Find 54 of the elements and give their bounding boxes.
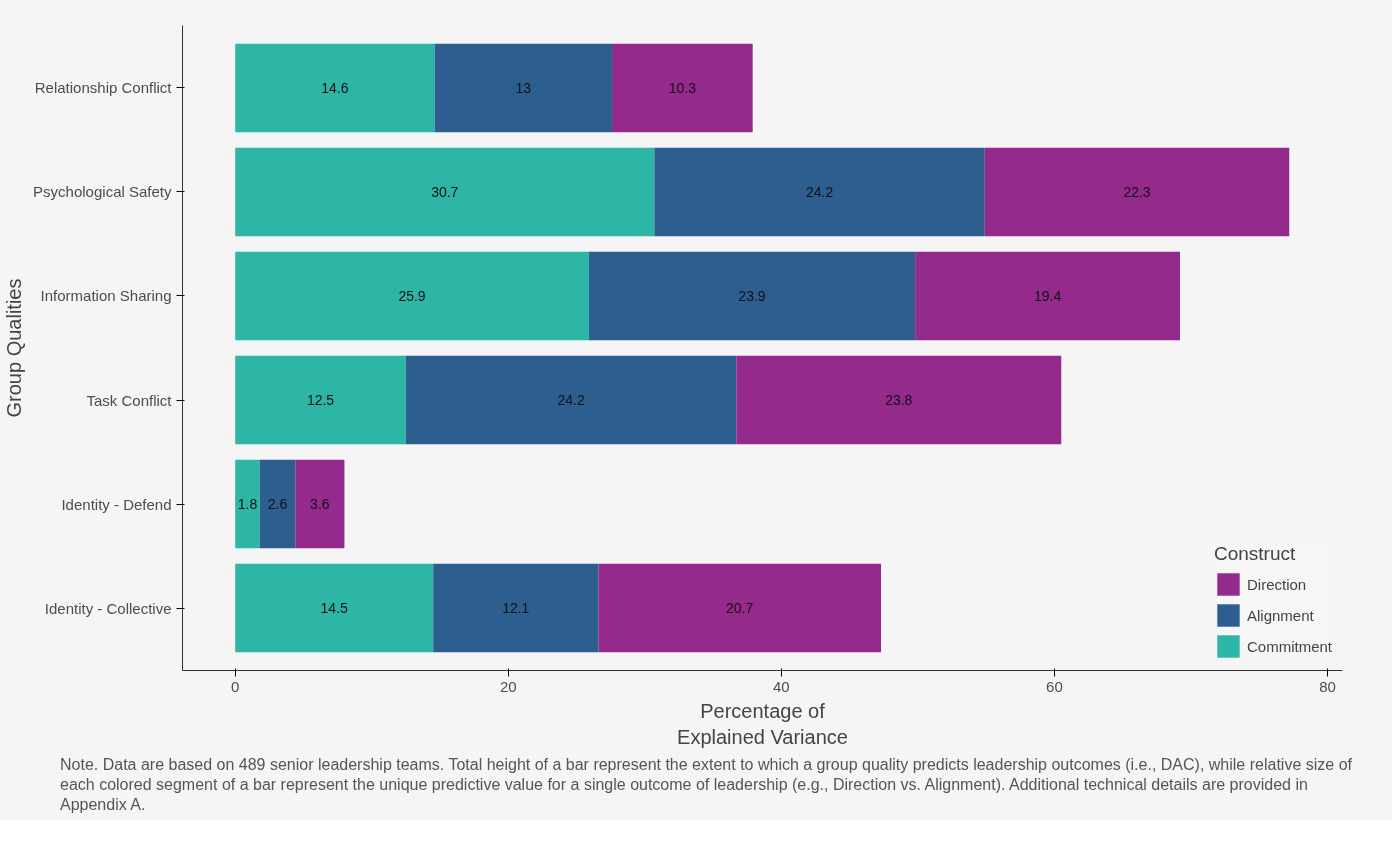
- bar: [434, 43, 613, 133]
- y-axis-title: Group Qualities: [3, 278, 26, 418]
- bar: [235, 459, 260, 549]
- data-label: 25.9: [398, 287, 426, 304]
- data-label: 24.2: [805, 183, 834, 200]
- data-label: 12.5: [306, 392, 335, 409]
- bar: [433, 563, 599, 653]
- y-tick-label: Relationship Conflict: [34, 79, 173, 97]
- y-tick-label: Identity - Defend: [61, 495, 172, 513]
- data-label: 14.6: [321, 79, 349, 96]
- data-label: 13: [515, 79, 532, 96]
- text: Note. Data are based on 489 senior leadership teams. Total height of a bar represent the extent to which a group quality predicts leadership outcomes (i.e., DAC), while relative size of each colored segment of a bar represent the unique predictive value for a single outcome of leadership (e.g., Direction vs. Alignment). Additional technical details are provided in Appendix A.: [60, 755, 1353, 815]
- bar: [235, 147, 655, 237]
- y-tick-label: Task Conflict: [86, 391, 173, 409]
- bar: [259, 459, 296, 549]
- data-label: 22.3: [1123, 183, 1151, 200]
- bar: [235, 563, 434, 653]
- x-tick-label: 60: [1046, 677, 1063, 695]
- x-tick-label: 80: [1319, 677, 1336, 695]
- data-label: 19.4: [1033, 287, 1062, 304]
- bar: [984, 147, 1290, 237]
- data-label: 10.3: [668, 79, 697, 96]
- bar: [612, 43, 753, 133]
- data-label: 12.1: [502, 600, 530, 617]
- x-tick-label: 20: [499, 677, 517, 695]
- y-tick-label: Information Sharing: [40, 287, 172, 305]
- bar: [654, 147, 985, 237]
- x-axis-title: Percentage of Explained Variance: [677, 699, 848, 748]
- legend-label: Direction: [1246, 575, 1307, 593]
- bar: [405, 355, 737, 445]
- legend-title: Construct: [1213, 543, 1297, 565]
- bar: [235, 355, 406, 445]
- x-tick-label: 0: [231, 677, 240, 695]
- bar: [588, 251, 916, 341]
- data-label: 24.2: [557, 392, 585, 409]
- bar: [915, 251, 1181, 341]
- data-label: 14.5: [320, 600, 349, 617]
- x-tick-label: 40: [773, 677, 790, 695]
- bar: [598, 563, 882, 653]
- data-label: 30.7: [431, 183, 459, 200]
- bar: [235, 43, 435, 133]
- data-label: 23.8: [885, 392, 913, 409]
- legend-label: Alignment: [1246, 606, 1314, 624]
- bar: [235, 251, 589, 341]
- data-label: 3.6: [310, 496, 330, 513]
- data-label: 23.9: [738, 287, 766, 304]
- legend-label: Commitment: [1246, 637, 1332, 655]
- data-label: 1.8: [237, 496, 258, 513]
- y-tick-label: Identity - Collective: [44, 599, 172, 617]
- y-tick-label: Psychological Safety: [33, 183, 172, 201]
- bar: [736, 355, 1062, 445]
- data-label: 2.6: [267, 496, 288, 513]
- bar: [295, 459, 345, 549]
- data-label: 20.7: [726, 600, 754, 617]
